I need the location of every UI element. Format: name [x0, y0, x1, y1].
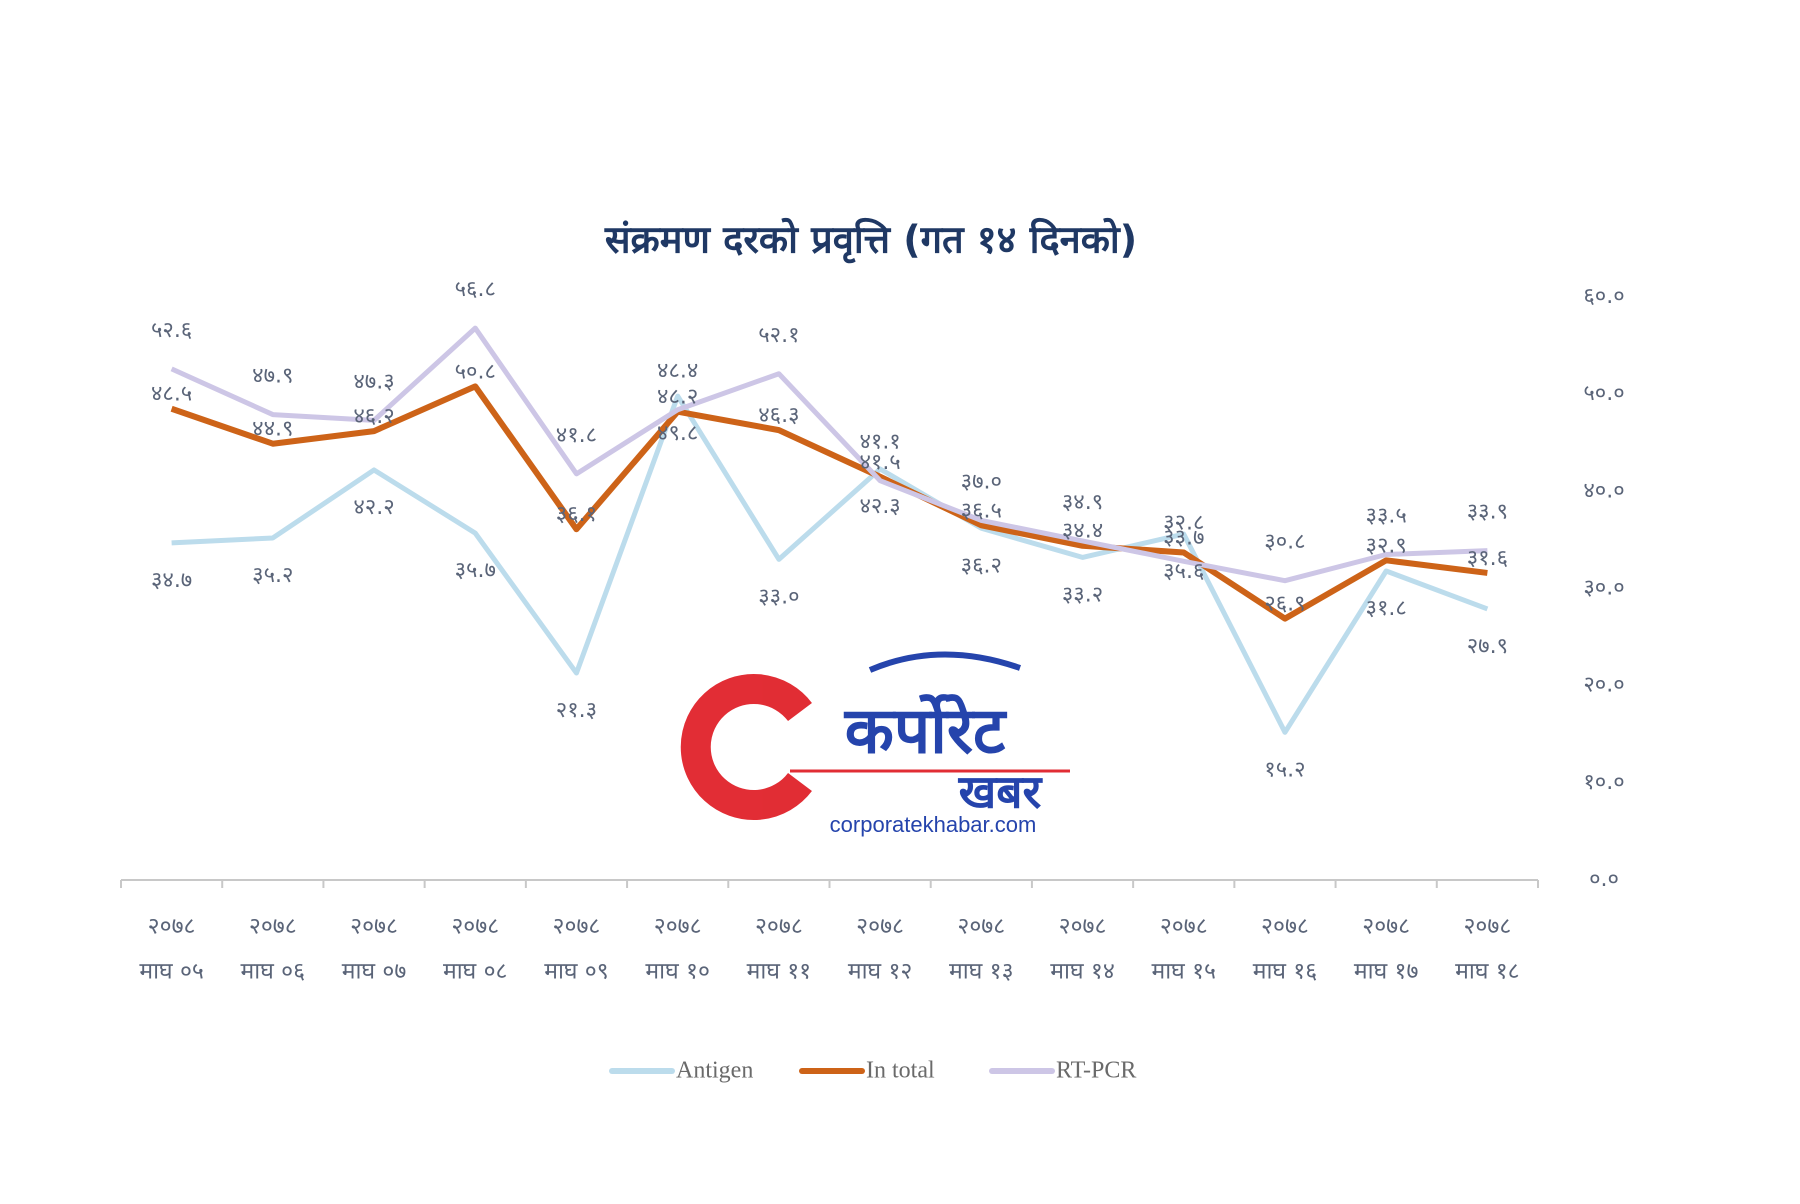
data-label: ४८.४ [657, 359, 698, 384]
x-tick-label: माघ १३ [949, 959, 1014, 985]
data-label: ४१.८ [556, 423, 597, 448]
x-tick-label: २०७८ [350, 914, 398, 940]
x-tick-label: २०७८ [148, 914, 196, 940]
y-tick-label: ५०.० [1583, 381, 1624, 406]
data-label: ३३.७ [1163, 526, 1204, 551]
data-label: ३५.७ [455, 558, 496, 583]
x-tick-label: २०७८ [249, 914, 297, 940]
data-label: २७.९ [1467, 634, 1508, 659]
data-label: ४१.५ [859, 450, 900, 475]
x-tick-label: माघ ०८ [443, 959, 508, 985]
x-tick-label: माघ ०६ [241, 959, 306, 985]
y-tick-label: २०.० [1583, 673, 1624, 698]
legend-label: In total [866, 1058, 935, 1084]
data-label: ३६.२ [961, 553, 1002, 578]
y-tick-label: ०.० [1589, 867, 1619, 892]
x-tick-label: २०७८ [1059, 914, 1107, 940]
logo-name-sub: खबर [958, 765, 1044, 819]
data-label: ३३.० [758, 584, 799, 609]
logo-arc [680, 674, 812, 820]
data-label: ३०.८ [1264, 530, 1305, 555]
legend-label: RT-PCR [1056, 1058, 1136, 1084]
legend-item: In total [799, 1058, 935, 1084]
x-tick-label: माघ १० [645, 959, 710, 985]
x-tick-label: २०७८ [1160, 914, 1208, 940]
series-line [170, 383, 1488, 622]
y-tick-label: ६०.० [1583, 284, 1624, 309]
y-tick-label: ३०.० [1583, 576, 1624, 601]
legend-item: RT-PCR [989, 1058, 1136, 1084]
x-tick-label: २०७८ [451, 914, 499, 940]
x-tick-label: माघ ११ [747, 959, 812, 985]
x-tick-label: २०७८ [1362, 914, 1410, 940]
data-label: ४६.३ [758, 403, 799, 428]
x-tick-label: २०७८ [553, 914, 601, 940]
data-label: २१.३ [556, 698, 597, 723]
logo: कर्पोरेट खबर corporatekhabar.com [680, 651, 1070, 837]
legend-item: Antigen [609, 1058, 753, 1084]
data-label: ४७.९ [252, 364, 293, 389]
legend-label: Antigen [676, 1058, 753, 1084]
y-tick-label: ४०.० [1583, 478, 1624, 503]
x-tick-label: माघ १७ [1354, 959, 1419, 985]
data-label: ५२.१ [758, 323, 799, 348]
data-label: ५२.६ [151, 318, 192, 343]
data-label: ३४.९ [1062, 490, 1103, 515]
x-tick-label: २०७८ [1261, 914, 1309, 940]
data-label: १५.२ [1264, 757, 1305, 782]
x-tick-label: २०७८ [957, 914, 1005, 940]
logo-swoosh [868, 651, 1021, 673]
x-tick-label: माघ १८ [1455, 959, 1520, 985]
x-tick-label: माघ १४ [1050, 959, 1115, 985]
x-tick-label: माघ ०९ [544, 959, 609, 985]
series-line [171, 393, 1489, 735]
data-label: ४७.३ [353, 369, 394, 394]
data-label: ४१.१ [859, 430, 900, 455]
data-label: ४२.३ [859, 494, 900, 519]
data-label: ३१.८ [1366, 596, 1407, 621]
data-label: ३७.० [961, 469, 1002, 494]
x-tick-label: २०७८ [755, 914, 803, 940]
data-label: २६.९ [1264, 592, 1305, 617]
data-label: ३१.६ [1467, 546, 1508, 571]
data-label: ४२.२ [353, 495, 394, 520]
data-label: ३३.२ [1062, 582, 1103, 607]
logo-url: corporatekhabar.com [830, 812, 1037, 837]
data-label: ४९.८ [657, 421, 698, 446]
data-label: ४८.२ [657, 385, 698, 410]
data-label: ४४.९ [252, 417, 293, 442]
data-label: ३५.२ [252, 563, 293, 588]
logo-name: कर्पोरेट [844, 694, 1008, 769]
x-tick-label: माघ ०५ [139, 959, 204, 985]
x-tick-label: माघ ०७ [342, 959, 407, 985]
data-label: ३२.८ [1163, 510, 1204, 535]
data-label: ३२.९ [1366, 533, 1407, 558]
data-label: ३६.१ [556, 502, 597, 527]
data-label: ३३.९ [1467, 500, 1508, 525]
series-line [170, 325, 1488, 584]
x-tick-label: २०७८ [1463, 914, 1511, 940]
y-tick-label: १०.० [1583, 770, 1624, 795]
chart-title: संक्रमण दरको प्रवृत्ति (गत १४ दिनको) [604, 218, 1137, 264]
data-label: ३६.५ [961, 498, 1002, 523]
data-label: ४८.५ [151, 382, 192, 407]
data-label: ३५.६ [1163, 559, 1204, 584]
data-label: ३४.७ [151, 568, 192, 593]
data-label: ५६.८ [455, 277, 496, 302]
data-label: ४६.२ [353, 404, 394, 429]
data-label: ३४.४ [1062, 519, 1103, 544]
x-tick-label: माघ १२ [848, 959, 913, 985]
x-tick-label: २०७८ [654, 914, 702, 940]
data-label: ३३.५ [1366, 503, 1407, 528]
x-tick-label: माघ १६ [1253, 959, 1318, 985]
x-tick-label: २०७८ [856, 914, 904, 940]
data-label: ५०.८ [455, 359, 496, 384]
x-tick-label: माघ १५ [1151, 959, 1216, 985]
